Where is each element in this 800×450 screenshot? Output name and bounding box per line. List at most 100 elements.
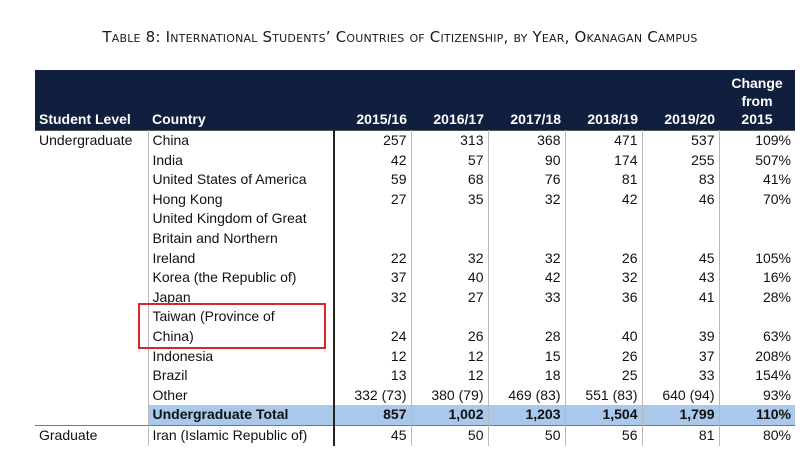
change-cell: 507% — [755, 151, 791, 168]
country-cell: India — [148, 150, 335, 171]
highlight-box-taiwan — [138, 303, 326, 349]
change-cell: 154% — [755, 367, 791, 384]
country-cell: Hong Kong — [148, 189, 335, 210]
year-value-cell: 32 — [488, 209, 566, 269]
country-name-line: India — [152, 151, 183, 168]
header-row: Student Level Country 2015/16 2016/17 20… — [35, 70, 795, 131]
year-value-cell: 12 — [333, 346, 412, 367]
total-label: Undergraduate Total — [148, 405, 335, 426]
total-value-cell: 1,203 — [488, 405, 566, 426]
year-value-cell: 46 — [642, 189, 720, 210]
change-cell: 63% — [762, 327, 791, 344]
year-value-cell: 380 (79) — [411, 385, 489, 406]
table-row: Korea (the Republic of) 37 40 42 32 43 16% — [35, 268, 795, 288]
header-change-line: Change — [731, 75, 783, 91]
change-cell: 28% — [762, 288, 791, 305]
country-cell: Indonesia — [148, 346, 335, 367]
table-row: United Kingdom of Great Britain and North… — [35, 209, 795, 269]
table-row: Japan 32 27 33 36 41 28% — [35, 287, 795, 308]
year-value-cell: 26 — [565, 346, 643, 367]
total-change-cell: 110% — [719, 405, 795, 426]
year-value-cell: 257 — [333, 129, 412, 151]
year-value-cell: 35 — [411, 189, 489, 210]
year-value-cell: 81 — [565, 170, 643, 190]
student-level-cell — [35, 307, 149, 347]
table-row: United States of America 59 68 76 81 83 41% — [35, 170, 795, 190]
change-cell: 41% — [762, 171, 791, 188]
year-value-cell: 50 — [411, 424, 489, 446]
table-row: Graduate Iran (Islamic Republic of) 45 50 50… — [35, 424, 795, 446]
year-value-cell: 42 — [333, 150, 412, 171]
year-value-cell: 174 — [565, 150, 643, 171]
table-row: Brazil 13 12 18 25 33 154% — [35, 366, 795, 386]
table-row: Indonesia 12 12 15 26 37 208% — [35, 346, 795, 367]
change-cell: 105% — [755, 249, 791, 266]
country-cell: Japan — [148, 287, 335, 308]
table-body: Undergraduate China 257 313 368 471 537 109% Ind… — [35, 129, 795, 446]
country-name-line: Japan — [152, 288, 191, 305]
country-name-line: United Kingdom of Great — [152, 210, 307, 227]
change-cell: 208% — [755, 347, 791, 364]
year-value-cell: 469 (83) — [488, 385, 566, 406]
country-name-line: China — [152, 132, 190, 148]
year-value-cell: 26 — [411, 307, 489, 347]
header-year: 2015/16 — [334, 70, 411, 131]
table-row: Undergraduate China 257 313 368 471 537 109% — [35, 129, 795, 151]
country-name-line: United States of America — [152, 171, 307, 188]
country-cell: Iran (Islamic Republic of) — [148, 424, 335, 446]
year-value-cell: 12 — [411, 346, 489, 367]
year-value-cell: 640 (94) — [642, 385, 720, 406]
year-value-cell: 50 — [488, 424, 566, 446]
year-value-cell: 76 — [488, 170, 566, 190]
year-value-cell: 40 — [565, 307, 643, 347]
student-level-cell — [35, 150, 149, 171]
header-change: Change from 2015 — [719, 70, 795, 131]
student-level-cell — [35, 170, 149, 190]
year-value-cell: 59 — [333, 170, 412, 190]
student-level-cell — [35, 385, 149, 406]
year-value-cell: 26 — [565, 209, 643, 269]
year-value-cell: 12 — [411, 366, 489, 386]
change-cell: 16% — [762, 269, 791, 286]
change-cell: 80% — [719, 424, 795, 446]
table-title: Table 8: International Students’ Countri… — [102, 28, 698, 46]
total-value-cell: 1,504 — [565, 405, 643, 426]
year-value-cell: 33 — [488, 287, 566, 308]
year-value-cell: 37 — [333, 268, 412, 288]
student-level-cell: Graduate — [35, 424, 149, 446]
country-name-line: Korea (the Republic of) — [152, 269, 297, 286]
header-year: 2016/17 — [411, 70, 488, 131]
year-value-cell: 39 — [642, 307, 720, 347]
year-value-cell: 83 — [642, 170, 720, 190]
country-cell: Korea (the Republic of) — [148, 268, 335, 288]
year-value-cell: 27 — [411, 287, 489, 308]
year-value-cell: 537 — [642, 129, 720, 151]
table-row: India 42 57 90 174 255 507% — [35, 150, 795, 171]
country-name-line: Brazil — [152, 367, 188, 384]
header-year: 2019/20 — [642, 70, 719, 131]
country-cell: China — [148, 129, 335, 151]
year-value-cell: 43 — [642, 268, 720, 288]
year-value-cell: 90 — [488, 150, 566, 171]
year-value-cell: 40 — [411, 268, 489, 288]
change-cell: 109% — [719, 129, 795, 151]
header-change-line: 2015 — [741, 111, 773, 127]
header-student-level: Student Level — [35, 70, 148, 131]
table-row: Taiwan (Province of China) 24 26 28 40 39 63% — [35, 307, 795, 347]
table-row: Hong Kong 27 35 32 42 46 70% — [35, 189, 795, 210]
header-year: 2018/19 — [565, 70, 642, 131]
year-value-cell: 15 — [488, 346, 566, 367]
country-name-line: China) — [152, 327, 194, 344]
student-level-cell — [35, 366, 149, 386]
country-name-line: Other — [152, 386, 188, 403]
country-name-line: Ireland — [152, 249, 196, 266]
year-value-cell: 332 (73) — [333, 385, 412, 406]
year-value-cell: 56 — [565, 424, 643, 446]
student-level-cell — [35, 268, 149, 288]
country-name-line: Indonesia — [152, 347, 214, 364]
undergraduate-total-row: Undergraduate Total 857 1,002 1,203 1,504 1,7… — [35, 405, 795, 426]
year-value-cell: 68 — [411, 170, 489, 190]
year-value-cell: 25 — [565, 366, 643, 386]
year-value-cell: 24 — [333, 307, 412, 347]
year-value-cell: 27 — [333, 189, 412, 210]
